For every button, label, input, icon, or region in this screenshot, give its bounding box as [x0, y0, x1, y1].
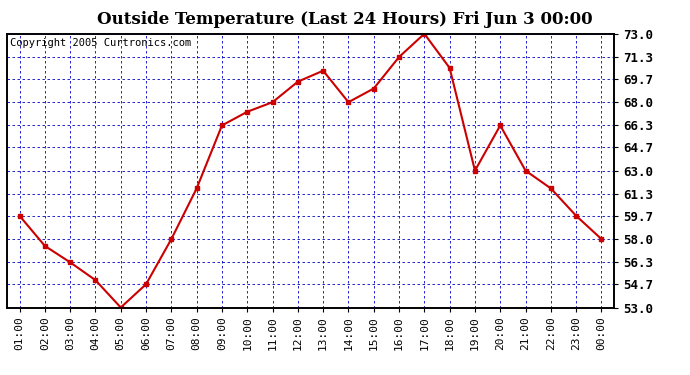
Text: Outside Temperature (Last 24 Hours) Fri Jun 3 00:00: Outside Temperature (Last 24 Hours) Fri …: [97, 11, 593, 28]
Text: Copyright 2005 Curtronics.com: Copyright 2005 Curtronics.com: [10, 38, 191, 48]
